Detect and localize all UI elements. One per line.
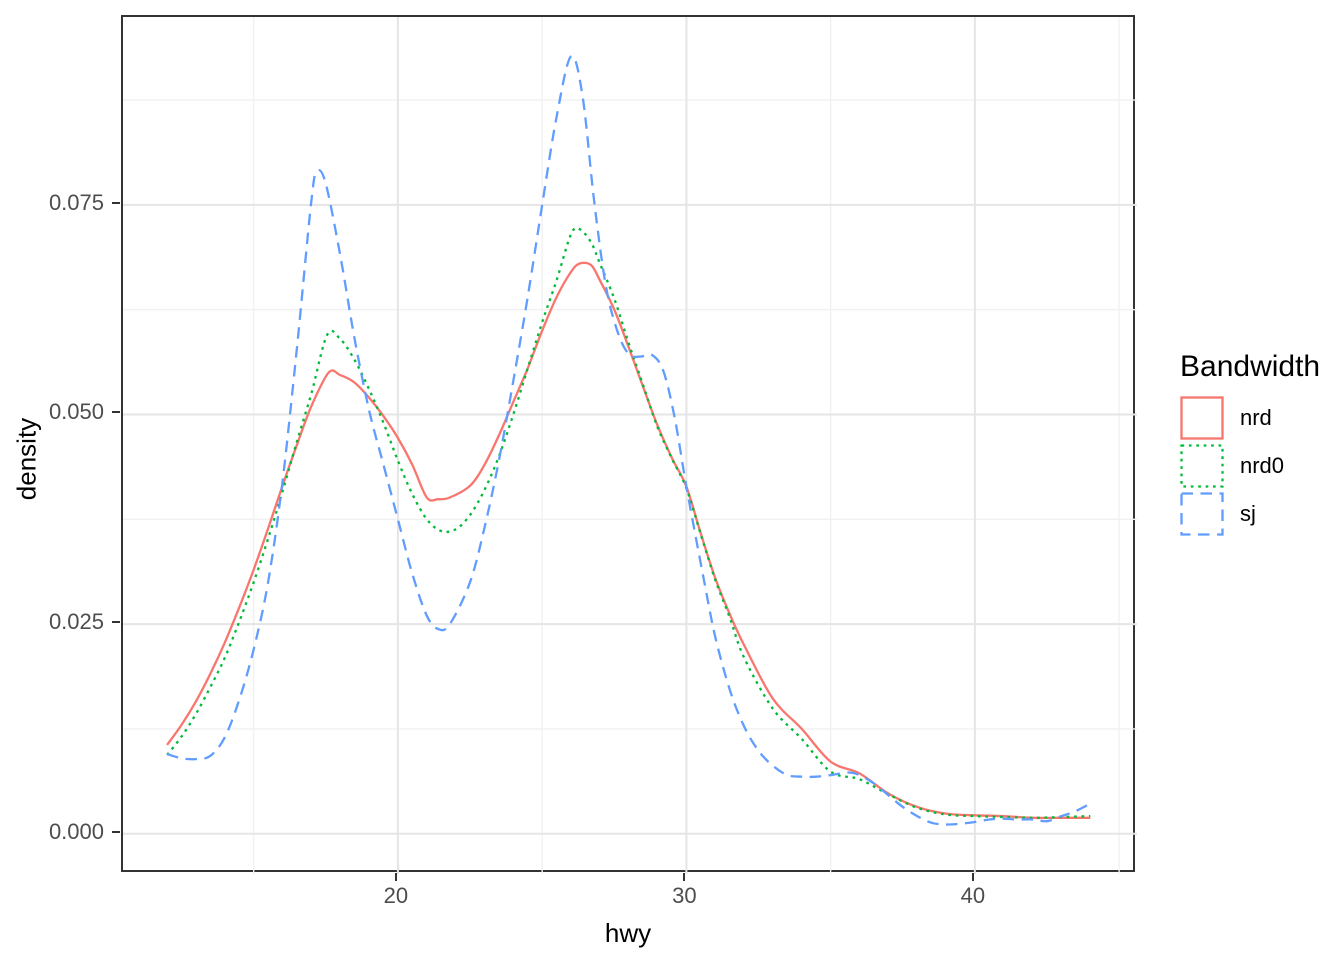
y-tick-mark: [112, 411, 120, 414]
x-tick-mark: [683, 873, 686, 881]
legend-label-nrd: nrd: [1240, 405, 1272, 430]
x-tick-mark: [971, 873, 974, 881]
legend: Bandwidth nrd nrd0 sj: [1180, 350, 1320, 540]
x-tick-label: 40: [960, 883, 986, 908]
legend-item-sj: sj: [1180, 492, 1320, 536]
density-curve-sj: [166, 54, 1091, 826]
density-curve-nrd: [166, 261, 1091, 820]
density-curve-nrd0: [166, 226, 1091, 819]
x-tick-label: 30: [672, 883, 697, 908]
y-tick-mark: [112, 830, 120, 833]
legend-key-nrd0-swatch: [1180, 444, 1224, 488]
legend-label-nrd0: nrd0: [1240, 453, 1285, 478]
y-tick-label: 0.050: [48, 399, 104, 425]
plot-panel: [121, 15, 1137, 874]
plot-canvas: [123, 17, 1137, 874]
x-tick-mark: [394, 873, 397, 881]
legend-item-nrd: nrd: [1180, 396, 1320, 440]
y-tick-label: 0.000: [48, 818, 104, 844]
legend-title: Bandwidth: [1180, 350, 1321, 383]
y-tick-mark: [112, 621, 120, 624]
y-tick-mark: [112, 201, 120, 204]
legend-label-sj: sj: [1240, 501, 1256, 526]
legend-key-nrd-swatch: [1180, 396, 1224, 440]
x-axis-title: hwy: [604, 918, 652, 948]
y-tick-label: 0.025: [48, 609, 104, 635]
y-axis-title: density: [11, 417, 42, 500]
y-tick-label: 0.075: [48, 189, 104, 215]
legend-key-sj-swatch: [1180, 492, 1224, 536]
legend-item-nrd0: nrd0: [1180, 444, 1320, 488]
x-tick-label: 20: [383, 883, 409, 908]
